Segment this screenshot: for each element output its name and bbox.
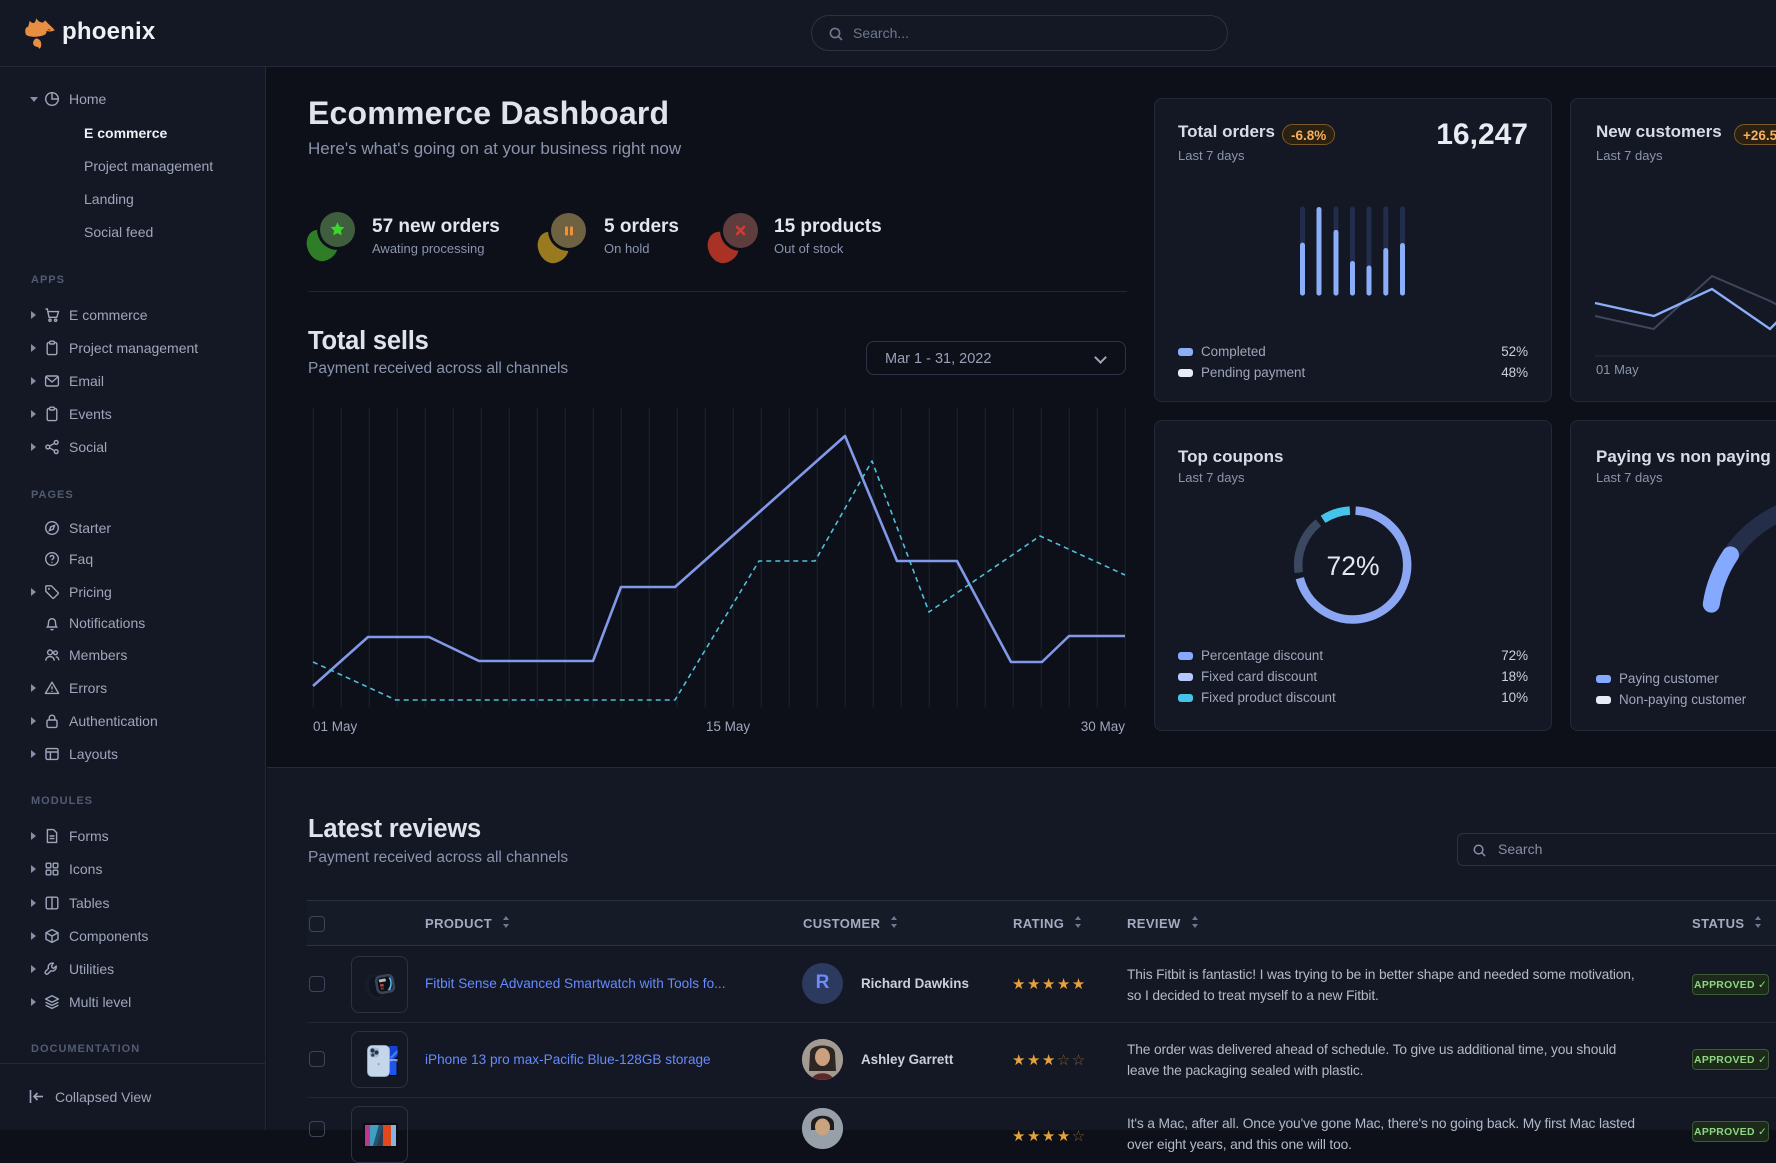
svg-text:15 May: 15 May xyxy=(706,719,751,734)
svg-text:01 May: 01 May xyxy=(313,719,358,734)
svg-text:30 May: 30 May xyxy=(1081,719,1126,734)
